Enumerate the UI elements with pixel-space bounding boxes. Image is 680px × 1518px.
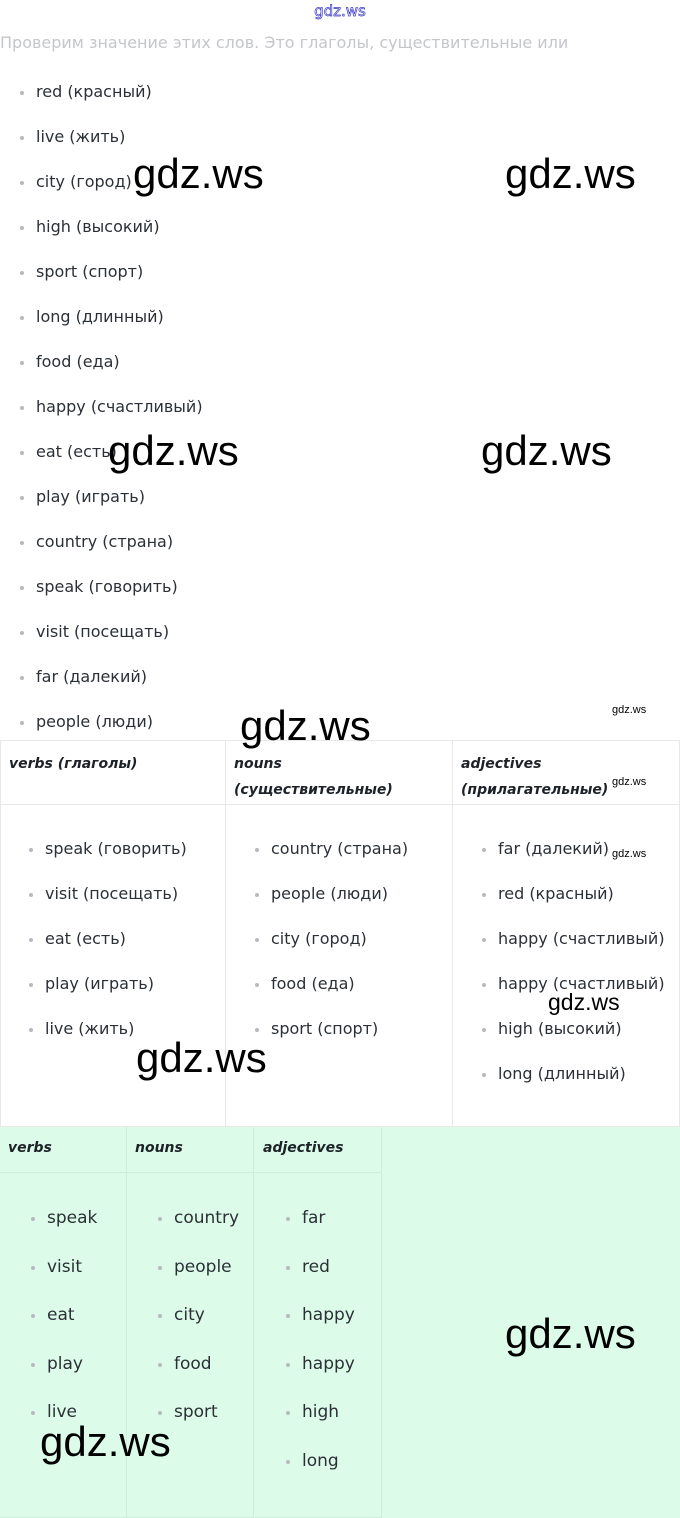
list-item: live (жить) — [19, 127, 126, 146]
list-item: eat — [31, 1305, 75, 1325]
list-item: happy (счастливый) — [20, 397, 203, 416]
intro-text: Проверим значение этих слов. Это глаголы… — [0, 33, 569, 52]
list-item: live — [31, 1402, 77, 1422]
list-item: people (люди) — [20, 712, 153, 731]
watermark: gdz.ws — [612, 776, 647, 788]
watermark: gdz.ws — [612, 848, 647, 860]
list-item: play — [31, 1353, 83, 1374]
watermark: gdz.ws — [40, 1418, 171, 1465]
watermark: gdz.ws — [505, 1310, 636, 1357]
watermark: gdz.ws — [108, 427, 239, 474]
list-item: speak — [30, 1208, 98, 1228]
list-item: country — [157, 1208, 240, 1228]
list-item: long (длинный) — [482, 1064, 626, 1083]
list-item: far (далекий) — [20, 667, 147, 686]
list-item: sport — [158, 1402, 218, 1422]
watermark: gdz.ws — [133, 150, 264, 197]
list-item: people (люди) — [255, 884, 388, 903]
list-item: speak (говорить) — [20, 577, 178, 596]
list-item: play (играть) — [20, 487, 145, 506]
list-item: city (город) — [20, 172, 132, 191]
list-item: happy — [286, 1353, 355, 1374]
table-header: nouns — [127, 1127, 254, 1173]
watermark: gdz.ws — [505, 150, 636, 197]
list-item: red (красный) — [20, 82, 152, 101]
table-header: verbs (глаголы) — [0, 740, 226, 805]
watermark: gdz.ws — [612, 704, 647, 716]
list-item: speak (говорить) — [29, 839, 187, 858]
list-item: sport (спорт) — [19, 262, 144, 281]
list-item: food — [158, 1353, 212, 1374]
table-header: nouns (существительные) — [226, 740, 453, 805]
list-item: high — [285, 1402, 340, 1422]
list-item: red — [286, 1256, 330, 1277]
list-item: high (высокий) — [482, 1019, 622, 1038]
list-item: play (играть) — [29, 974, 154, 993]
list-item: visit — [30, 1256, 83, 1277]
watermark: gdz.ws — [136, 1034, 267, 1081]
list-item: live (жить) — [28, 1019, 135, 1038]
list-item: long (длинный) — [20, 307, 164, 326]
list-item: visit (посещать) — [19, 622, 170, 641]
list-item: far (далекий) — [482, 839, 609, 858]
table-cell — [0, 804, 226, 1127]
list-item: city (город) — [255, 929, 367, 948]
list-item: high (высокий) — [20, 217, 160, 236]
list-item: visit (посещать) — [28, 884, 179, 903]
list-item: happy — [286, 1305, 355, 1325]
table-header: adjectives (прилагательные) — [453, 740, 680, 805]
list-item: long — [286, 1450, 339, 1471]
table-cell — [226, 804, 453, 1127]
table-header: verbs — [0, 1127, 127, 1173]
list-item: food (еда) — [20, 352, 120, 371]
list-item: sport (спорт) — [254, 1019, 379, 1038]
list-item: far — [285, 1208, 326, 1228]
list-item: happy (счастливый) — [482, 929, 665, 948]
list-item: red (красный) — [482, 884, 614, 903]
list-item: eat (есть) — [20, 442, 117, 461]
list-item: country (страна) — [19, 532, 174, 551]
watermark: gdz.ws — [481, 427, 612, 474]
list-item: people — [158, 1256, 232, 1277]
list-item: city — [158, 1305, 205, 1325]
watermark: gdz.ws — [240, 702, 371, 749]
list-item: eat (есть) — [29, 929, 126, 948]
table-simple-background — [0, 1127, 680, 1518]
list-item: country (страна) — [254, 839, 409, 858]
watermark: gdz.ws — [548, 989, 620, 1015]
list-item: food (еда) — [255, 974, 355, 993]
table-header: adjectives — [255, 1127, 382, 1173]
watermark-top: gdz.ws — [314, 2, 366, 21]
list-item: happy (счастливый) — [482, 974, 665, 993]
